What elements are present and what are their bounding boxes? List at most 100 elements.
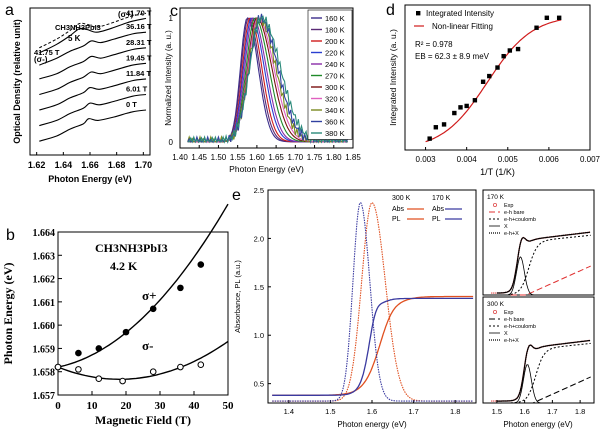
fit-curve-sigma-plus (57, 203, 229, 368)
data-point (495, 65, 500, 70)
x-axis-label: Photon energy (eV) (503, 420, 573, 429)
chart-title: CH3NH3PbI3 (55, 23, 101, 32)
x-axis-label: Magnetic Field (T) (95, 413, 191, 427)
x-tick-label: 1.62 (28, 160, 46, 170)
series-line (510, 234, 591, 295)
legend-group-label: 170 K (432, 195, 451, 202)
x-tick-label: 1.64 (55, 160, 73, 170)
y-axis-label: Optical Density (relative unit) (12, 19, 22, 144)
x-tick-label: 1.6 (367, 407, 377, 416)
series-line (187, 15, 348, 144)
legend-label: 320 K (325, 95, 345, 104)
x-tick-label: 0.005 (498, 155, 519, 164)
x-tick-label: 0.003 (416, 155, 437, 164)
legend-label: 340 K (325, 106, 345, 115)
legend-label: e-h+coulomb (504, 324, 536, 330)
x-tick-label: 1.70 (135, 160, 153, 170)
panel-letter-b: b (6, 227, 15, 244)
legend-label: 220 K (325, 49, 345, 58)
legend-marker (492, 202, 497, 207)
data-point (515, 46, 521, 52)
panel-letter-c: c (170, 3, 178, 20)
plot-frame (482, 296, 595, 404)
legend-label: 180 K (325, 26, 345, 35)
legend-label: 300 K (325, 83, 345, 92)
y-tick-label: 2.0 (254, 234, 264, 243)
data-point (556, 15, 562, 20)
x-tick-label: 1.45 (191, 153, 207, 162)
data-point (122, 328, 130, 336)
series-line (272, 295, 474, 396)
legend-box (307, 9, 353, 140)
y-tick-label: 1.0 (254, 331, 264, 340)
legend-label: e-h bare (504, 317, 525, 323)
x-tick-label: 1.70 (288, 153, 304, 162)
series-line (502, 364, 552, 404)
annotation-r2: R² = 0.978 (415, 40, 453, 49)
series-line (496, 231, 591, 294)
data-point (480, 79, 486, 84)
x-tick-label: 1.6 (519, 407, 529, 416)
data-point (95, 375, 103, 383)
data-point (534, 25, 539, 30)
legend-label: PL (392, 216, 401, 223)
series-line (39, 17, 147, 54)
series-label: 19.45 T (126, 53, 152, 62)
y-axis-label: Integrated Intensity (a. u.) (388, 29, 398, 126)
inset-title: 300 K (487, 301, 505, 308)
plot-frame (404, 4, 591, 151)
y-tick-label: 1.659 (33, 344, 56, 355)
y-tick-label: 1.664 (33, 228, 56, 239)
legend-label: X (504, 331, 508, 337)
data-point (197, 361, 205, 369)
data-point (119, 377, 126, 385)
x-tick-label: 1.85 (345, 153, 361, 162)
legend-marker (492, 309, 497, 314)
legend-label: Exp (504, 203, 513, 209)
x-tick-label: 0 (55, 400, 61, 412)
legend-marker (416, 11, 421, 16)
data-point (149, 368, 157, 376)
legend-label: e-h+coulomb (504, 217, 536, 223)
series-line (510, 342, 591, 404)
series-line (39, 78, 147, 111)
x-axis-label: Photon Energy (eV) (48, 174, 132, 184)
y-tick-label: 1.663 (33, 251, 56, 262)
x-tick-label: 1.7 (408, 407, 418, 416)
data-point (149, 305, 157, 313)
x-tick-label: 30 (155, 400, 167, 412)
panel-d-chart: 0.003 0.004 0.005 0.006 0.007 1/T (1/K) Integr… (388, 4, 600, 177)
data-point (441, 122, 447, 127)
legend-label: e-h+X (504, 338, 519, 344)
inset-title: 170 K (487, 194, 505, 201)
series-line (510, 376, 591, 404)
legend-label: e-h+X (504, 231, 519, 237)
series-line (491, 231, 591, 294)
data-point (54, 363, 62, 371)
x-tick-label: 1.80 (326, 153, 342, 162)
legend-label: PL (432, 216, 441, 223)
x-tick-label: 1.8 (575, 407, 585, 416)
series-label-sigma-plus: σ+ (142, 288, 156, 303)
x-tick-label: 1.7 (547, 407, 557, 416)
y-tick-label: 0 (169, 138, 174, 147)
x-tick-label: 1.65 (268, 153, 284, 162)
data-point (177, 284, 184, 292)
panel-letter-d: d (386, 2, 395, 19)
data-point (427, 136, 432, 141)
legend-label: 380 K (325, 129, 345, 138)
x-tick-label: 20 (121, 400, 133, 412)
data-point (458, 105, 463, 110)
series-label: 11.84 T (126, 69, 151, 78)
data-point (464, 103, 469, 109)
y-tick-label: 1 (169, 14, 174, 23)
x-tick-label: 1.55 (230, 153, 246, 162)
plot-frame (482, 189, 595, 296)
x-axis-label: Photon Energy (eV) (229, 164, 304, 174)
plot-frame (179, 7, 354, 149)
x-axis-label: 1/T (1/K) (480, 167, 515, 177)
y-axis-label: Absorbance, PL (a.u.) (233, 260, 242, 333)
series-label: 41.70 T (126, 8, 152, 17)
